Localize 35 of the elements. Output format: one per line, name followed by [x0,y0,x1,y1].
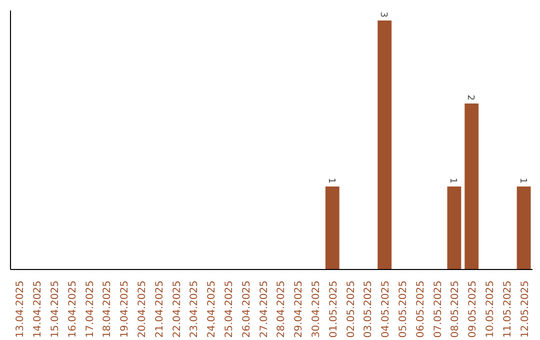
x-tick-label: 25.04.2025 [224,280,235,338]
x-tick-label: 10.05.2025 [485,280,496,338]
x-tick-label: 23.04.2025 [189,280,200,338]
x-tick-label: 02.05.2025 [346,280,357,338]
x-tick-label: 05.05.2025 [398,280,409,338]
x-tick-label: 19.04.2025 [120,280,131,338]
x-tick-label: 16.04.2025 [67,280,78,338]
x-tick-label: 12.05.2025 [520,280,531,338]
x-tick-label: 28.04.2025 [276,280,288,338]
x-tick-label: 08.05.2025 [450,280,462,338]
data-label: 1 [517,178,528,184]
data-label: 1 [448,178,458,184]
x-tick-label: 03.05.2025 [363,280,374,338]
x-tick-label: 20.04.2025 [137,280,148,338]
x-tick-label: 17.04.2025 [84,280,96,338]
x-tick-label: 18.04.2025 [102,280,114,338]
x-tick-label: 22.04.2025 [172,280,183,338]
x-tick-label: 15.04.2025 [50,280,61,338]
x-tick-label: 01.05.2025 [328,280,340,338]
x-tick-label: 14.04.2025 [32,280,44,338]
x-tick-label: 24.04.2025 [206,280,218,338]
data-label: 1 [326,178,336,184]
x-tick-label: 30.04.2025 [311,280,322,338]
x-tick-label: 11.05.2025 [502,280,514,338]
x-tick-label: 27.04.2025 [258,280,270,338]
x-tick-label: 26.04.2025 [241,280,252,338]
x-tick-label: 21.04.2025 [154,280,166,338]
x-tick-label: 13.04.2025 [15,280,26,338]
x-tick-label: 04.05.2025 [380,280,392,338]
x-tick-label: 29.04.2025 [294,280,305,338]
data-label: 2 [465,94,476,100]
data-label: 3 [378,12,388,18]
x-tick-label: 07.05.2025 [432,280,444,338]
x-tick-label: 09.05.2025 [468,280,479,338]
x-tick-label: 06.05.2025 [415,280,426,338]
